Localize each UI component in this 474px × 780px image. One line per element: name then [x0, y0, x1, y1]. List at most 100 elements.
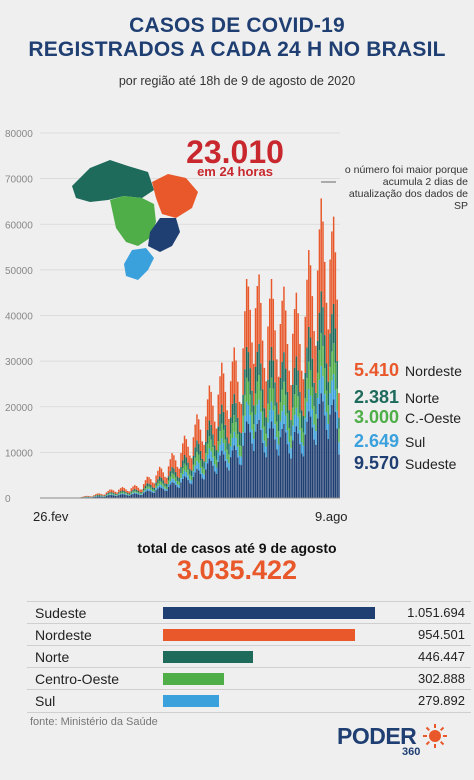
bar-segment-sul [146, 488, 148, 491]
bar-segment-nordeste [153, 483, 156, 488]
table-row: Centro-Oeste 302.888 [27, 667, 471, 690]
bar-segment-sul [196, 461, 198, 469]
bar-segment-nordeste [268, 298, 271, 361]
bar-segment-centro-oeste [306, 377, 308, 402]
bar-segment-nordeste [311, 296, 314, 359]
bar-segment-centro-oeste [118, 493, 120, 495]
bar-segment-centro-oeste [116, 494, 118, 496]
bar-segment-nordeste [283, 286, 285, 353]
bar-segment-norte [253, 405, 255, 425]
bar-segment-centro-oeste [286, 413, 289, 431]
bar-segment-centro-oeste [288, 427, 290, 442]
bar-segment-sudeste [274, 439, 276, 498]
legend-item: 2.381 Norte [354, 387, 439, 409]
bar-segment-norte [121, 490, 124, 492]
bar-segment-sul [309, 395, 312, 417]
bar-segment-nordeste [320, 198, 322, 292]
source-note: fonte: Ministério da Saúde [30, 716, 158, 728]
bar-segment-nordeste [256, 286, 259, 352]
bar-segment-norte [311, 358, 314, 387]
bar-segment-norte [201, 458, 204, 467]
bar-segment-sul [254, 414, 257, 432]
bar-segment-sudeste [231, 450, 234, 498]
bar-segment-norte [290, 420, 292, 436]
bar-segment-centro-oeste [187, 469, 189, 476]
y-tick-label: 10000 [5, 448, 33, 459]
bar-segment-centro-oeste [171, 473, 173, 479]
bar-segment-sudeste [276, 449, 278, 498]
bar-segment-sul [176, 484, 179, 488]
bar-segment-centro-oeste [148, 486, 150, 489]
bar-segment-sudeste [238, 464, 241, 498]
bar-segment-norte [332, 303, 335, 344]
bar-segment-norte [268, 360, 271, 389]
bar-segment-norte [105, 494, 108, 495]
bar-segment-centro-oeste [316, 372, 319, 398]
bar-segment-nordeste [292, 333, 294, 385]
bar-segment-norte [196, 440, 198, 452]
bar-segment-sul [144, 490, 147, 492]
bar-segment-nordeste [233, 347, 235, 395]
bar-segment-nordeste [141, 489, 143, 493]
bar-segment-norte [118, 492, 120, 494]
bar-segment-centro-oeste [167, 480, 170, 485]
bar-segment-norte [164, 483, 166, 487]
bar-segment-sul [166, 489, 168, 491]
bar-segment-sul [283, 404, 285, 425]
bar-segment-nordeste [103, 494, 106, 496]
bar-segment-centro-oeste [338, 428, 340, 443]
bar-segment-sul [169, 480, 172, 485]
bar-segment-centro-oeste [290, 435, 292, 449]
bar-segment-nordeste [151, 482, 154, 488]
bar-segment-sudeste [167, 486, 170, 498]
legend-item: 5.410 Nordeste [354, 360, 462, 382]
bar-segment-sul [153, 491, 156, 493]
bar-segment-norte [304, 372, 306, 399]
y-tick-label: 60000 [5, 220, 33, 231]
table-region-name: Nordeste [35, 627, 92, 643]
bar-segment-norte [242, 394, 244, 416]
bar-segment-nordeste [194, 424, 196, 448]
bar-segment-sudeste [180, 482, 182, 498]
bar-segment-centro-oeste [311, 386, 314, 410]
bar-segment-sul [134, 492, 136, 494]
bar-segment-nordeste [224, 391, 227, 425]
bar-segment-centro-oeste [277, 431, 280, 445]
bar-segment-sul [221, 438, 223, 451]
bar-segment-centro-oeste [201, 466, 204, 474]
bar-segment-nordeste [251, 342, 253, 391]
bar-segment-norte [295, 356, 298, 386]
bar-segment-norte [322, 307, 324, 346]
bar-segment-sudeste [284, 432, 287, 498]
bar-segment-sul [281, 411, 283, 429]
bar-segment-sul [238, 455, 241, 465]
bar-segment-norte [276, 402, 278, 422]
bar-segment-sudeste [100, 496, 102, 498]
bar-segment-sudeste [157, 488, 159, 498]
bar-segment-sudeste [240, 465, 243, 498]
bar-segment-sul [329, 393, 331, 415]
bar-segment-nordeste [267, 326, 269, 380]
bar-segment-centro-oeste [128, 494, 131, 496]
bar-segment-norte [336, 361, 338, 389]
bar-segment-sudeste [176, 487, 179, 498]
bar-segment-centro-oeste [276, 421, 278, 438]
bar-segment-sudeste [151, 492, 154, 498]
bar-segment-sul [151, 491, 154, 493]
bar-segment-sul [182, 473, 184, 479]
bar-segment-norte [288, 410, 290, 428]
bar-segment-sudeste [327, 439, 330, 498]
bar-segment-centro-oeste [112, 493, 115, 495]
bar-segment-norte [146, 483, 148, 487]
bar-segment-nordeste [93, 495, 95, 496]
bar-segment-nordeste [221, 362, 223, 405]
bar-segment-sudeste [111, 495, 113, 498]
bar-segment-sudeste [222, 454, 225, 498]
bar-segment-nordeste [229, 381, 232, 418]
bar-segment-nordeste [284, 310, 287, 369]
bar-segment-norte [95, 495, 97, 496]
page-title: CASOS DE COVID-19 REGISTRADOS A CADA 24 … [0, 14, 474, 62]
bar-segment-nordeste [171, 453, 173, 468]
headline-caption: em 24 horas [197, 164, 273, 179]
bar-segment-centro-oeste [308, 361, 310, 389]
